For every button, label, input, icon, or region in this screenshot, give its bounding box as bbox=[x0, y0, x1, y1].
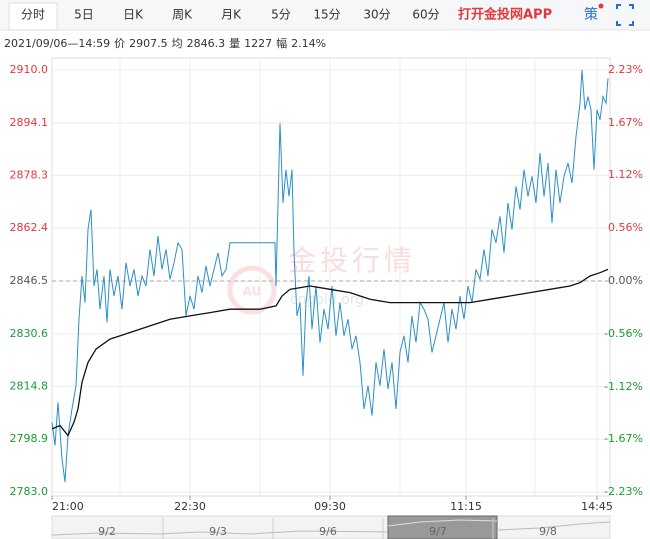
series-line bbox=[51, 69, 609, 483]
info-price-label: 价 bbox=[114, 37, 125, 50]
info-volume: 1227 bbox=[244, 37, 272, 50]
y-tick-label: 2798.9 bbox=[10, 432, 49, 445]
y2-tick-label: 1.67% bbox=[608, 116, 643, 129]
y-tick-label: 2846.5 bbox=[10, 274, 49, 287]
y2-tick-label: -1.67% bbox=[604, 432, 643, 445]
y-tick-label: 2894.1 bbox=[10, 116, 49, 129]
y-tick-label: 2830.6 bbox=[10, 327, 49, 340]
watermark: AU 金投行情 cngold.org bbox=[227, 244, 416, 315]
strategy-button[interactable]: 策 bbox=[584, 6, 598, 23]
info-line: 2021/09/06—14:59 价 2907.5 均 2846.3 量 1227 幅 2.14… bbox=[4, 37, 326, 50]
tab[interactable]: 周K bbox=[172, 8, 193, 22]
info-avg: 2846.3 bbox=[187, 37, 226, 50]
watermark-logo bbox=[227, 265, 277, 315]
active-tab bbox=[8, 2, 58, 31]
navigator-window[interactable] bbox=[387, 515, 498, 539]
info-price: 2907.5 bbox=[129, 37, 168, 50]
navigator-window-line bbox=[387, 519, 498, 527]
navigator-line bbox=[496, 521, 611, 531]
tab[interactable]: 月K bbox=[221, 8, 242, 22]
y-tick-label: 2783.0 bbox=[10, 485, 49, 498]
info-amp-label: 幅 bbox=[276, 37, 287, 50]
y-tick-label: 2910.0 bbox=[10, 63, 49, 76]
toolbar bbox=[0, 0, 650, 30]
x-tick-label: 22:30 bbox=[174, 500, 206, 513]
y2-tick-label: -2.23% bbox=[604, 485, 643, 498]
navigator-line bbox=[51, 530, 389, 536]
tab[interactable]: 5分 bbox=[271, 8, 291, 22]
y-tick-label: 2814.8 bbox=[10, 379, 49, 392]
x-tick-label: 14:45 bbox=[581, 500, 613, 513]
x-tick-label: 09:30 bbox=[314, 500, 346, 513]
notify-dot bbox=[598, 3, 604, 9]
info-time: 2021/09/06—14:59 bbox=[4, 37, 110, 50]
y2-tick-label: -1.12% bbox=[604, 380, 643, 393]
y2-tick-label: 2.23% bbox=[608, 63, 643, 76]
tab[interactable]: 5日 bbox=[74, 8, 94, 22]
info-volume-label: 量 bbox=[229, 37, 240, 50]
tab[interactable]: 分时 bbox=[21, 8, 45, 22]
plot-border bbox=[51, 57, 611, 497]
fullscreen-icon[interactable] bbox=[616, 4, 634, 26]
navigator-label: 9/6 bbox=[319, 525, 337, 538]
y2-tick-label: 0.56% bbox=[608, 221, 643, 234]
info-avg-label: 均 bbox=[172, 37, 183, 50]
x-tick-label: 21:00 bbox=[52, 500, 84, 513]
y2-tick-label: 0.00% bbox=[608, 274, 643, 287]
tab[interactable]: 15分 bbox=[313, 8, 340, 22]
tab[interactable]: 60分 bbox=[412, 8, 439, 22]
watermark-brand: 金投行情 bbox=[288, 244, 416, 277]
y-tick-label: 2862.4 bbox=[10, 221, 49, 234]
navigator-label: 9/3 bbox=[209, 525, 227, 538]
y2-tick-label: 1.12% bbox=[608, 168, 643, 181]
watermark-logo-text: AU bbox=[243, 285, 262, 299]
navigator-label: 9/7 bbox=[429, 525, 447, 538]
info-amp: 2.14% bbox=[291, 37, 326, 50]
y2-tick-label: -0.56% bbox=[604, 327, 643, 340]
x-tick-label: 11:15 bbox=[450, 500, 482, 513]
tab[interactable]: 30分 bbox=[363, 8, 390, 22]
y-tick-label: 2878.3 bbox=[10, 168, 49, 181]
navigator-label: 9/8 bbox=[539, 525, 557, 538]
navigator-label: 9/2 bbox=[98, 525, 116, 538]
tab[interactable]: 日K bbox=[123, 8, 144, 22]
watermark-site: cngold.org bbox=[290, 292, 364, 308]
app-link[interactable]: 打开金投网APP bbox=[458, 7, 552, 23]
series-line bbox=[51, 268, 609, 437]
